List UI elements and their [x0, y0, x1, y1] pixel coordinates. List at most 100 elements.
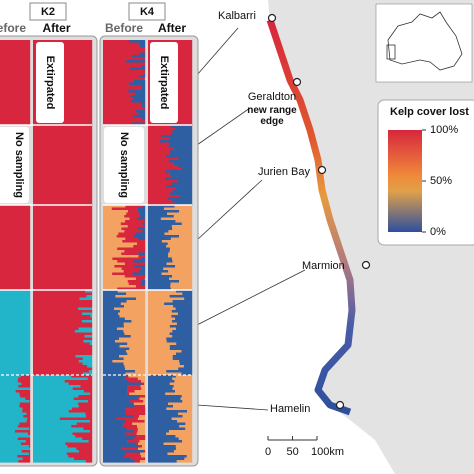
admixture-bar	[148, 265, 176, 268]
admixture-bar	[33, 365, 88, 368]
admixture-bar	[33, 370, 90, 373]
admixture-bar	[0, 305, 31, 308]
admixture-bar	[175, 202, 193, 206]
admixture-bar	[168, 230, 193, 233]
admixture-bar	[33, 405, 80, 408]
admixture-bar	[148, 200, 172, 203]
admixture-bar	[137, 430, 146, 433]
admixture-bar	[148, 330, 173, 333]
admixture-bar	[103, 205, 126, 208]
admixture-bar	[33, 140, 93, 143]
admixture-bar	[33, 125, 93, 128]
admixture-bar	[33, 257, 93, 261]
admixture-bar	[123, 325, 146, 328]
admixture-bar	[18, 385, 31, 388]
extirpated-label: Extirpated	[44, 56, 56, 110]
admixture-bar	[183, 365, 193, 368]
admixture-bar	[103, 215, 125, 218]
admixture-bar	[33, 452, 67, 456]
admixture-bar	[33, 455, 69, 458]
admixture-bar	[127, 225, 146, 228]
admixture-bar	[148, 365, 185, 368]
admixture-bar	[176, 187, 193, 191]
admixture-bar	[0, 450, 22, 453]
admixture-bar	[148, 270, 169, 273]
admixture-bar	[166, 262, 193, 266]
admixture-bar	[171, 257, 193, 261]
site-name: Kalbarri	[218, 10, 256, 22]
admixture-bar	[33, 307, 79, 311]
admixture-bar	[67, 445, 93, 448]
admixture-bar	[33, 132, 93, 136]
admixture-bar	[173, 385, 193, 388]
admixture-bar	[168, 160, 193, 163]
admixture-bar	[148, 457, 185, 461]
admixture-bar	[148, 232, 165, 236]
admixture-bar	[148, 137, 170, 141]
admixture-bar	[0, 412, 27, 416]
admixture-bar	[0, 117, 31, 121]
inset-map	[375, 3, 473, 83]
admixture-bar	[148, 317, 176, 321]
admixture-bar	[176, 327, 193, 331]
admixture-bar	[0, 295, 31, 298]
admixture-bar	[33, 457, 75, 461]
admixture-bar	[71, 407, 93, 411]
admixture-bar	[33, 325, 93, 328]
extirpated-label: Extirpated	[158, 56, 170, 110]
admixture-bar	[131, 122, 146, 126]
admixture-bar	[33, 280, 93, 283]
admixture-bar	[148, 150, 171, 153]
admixture-bar	[148, 180, 179, 183]
admixture-bar	[20, 375, 31, 378]
admixture-bar	[33, 297, 80, 301]
admixture-bar	[78, 360, 93, 363]
admixture-bar	[148, 332, 170, 336]
admixture-bar	[33, 345, 93, 348]
admixture-bar	[103, 80, 134, 83]
admixture-bar	[103, 340, 116, 343]
admixture-bar	[103, 100, 132, 103]
admixture-bar	[139, 270, 146, 273]
admixture-bar	[0, 260, 31, 263]
admixture-bar	[137, 447, 146, 451]
admixture-bar	[181, 350, 193, 353]
extirpated-box	[150, 42, 178, 123]
admixture-bar	[103, 347, 130, 351]
admixture-bar	[144, 72, 146, 76]
admixture-bar	[103, 90, 129, 93]
admixture-bar	[163, 267, 193, 271]
admixture-bar	[148, 217, 162, 221]
admixture-bar	[103, 392, 128, 396]
admixture-bar	[0, 277, 31, 281]
admixture-bar	[141, 257, 146, 261]
admixture-bar	[130, 457, 146, 461]
admixture-bar	[0, 110, 31, 113]
admixture-bar	[148, 302, 165, 306]
admixture-bar	[103, 97, 134, 101]
admixture-bar	[182, 167, 193, 171]
admixture-bar	[103, 305, 125, 308]
admixture-bar	[33, 407, 73, 411]
admixture-bar	[137, 377, 146, 381]
after-label: After	[158, 21, 186, 35]
admixture-bar	[103, 260, 118, 263]
admixture-bar	[0, 377, 19, 381]
admixture-bar	[0, 415, 24, 418]
admixture-bar	[0, 417, 28, 421]
admixture-bar	[124, 377, 139, 381]
admixture-bar	[103, 222, 121, 226]
admixture-bar	[123, 362, 146, 366]
admixture-bar	[148, 175, 173, 178]
admixture-bar	[138, 75, 146, 78]
admixture-bar	[148, 325, 171, 328]
colorbar	[388, 130, 422, 232]
admixture-bar	[26, 420, 31, 423]
admixture-bar	[103, 77, 145, 81]
admixture-bar	[135, 232, 146, 236]
admixture-bar	[33, 270, 93, 273]
admixture-bar	[0, 420, 27, 423]
admixture-bar	[103, 42, 139, 46]
admixture-bar	[33, 222, 93, 226]
admixture-bar	[103, 310, 121, 313]
